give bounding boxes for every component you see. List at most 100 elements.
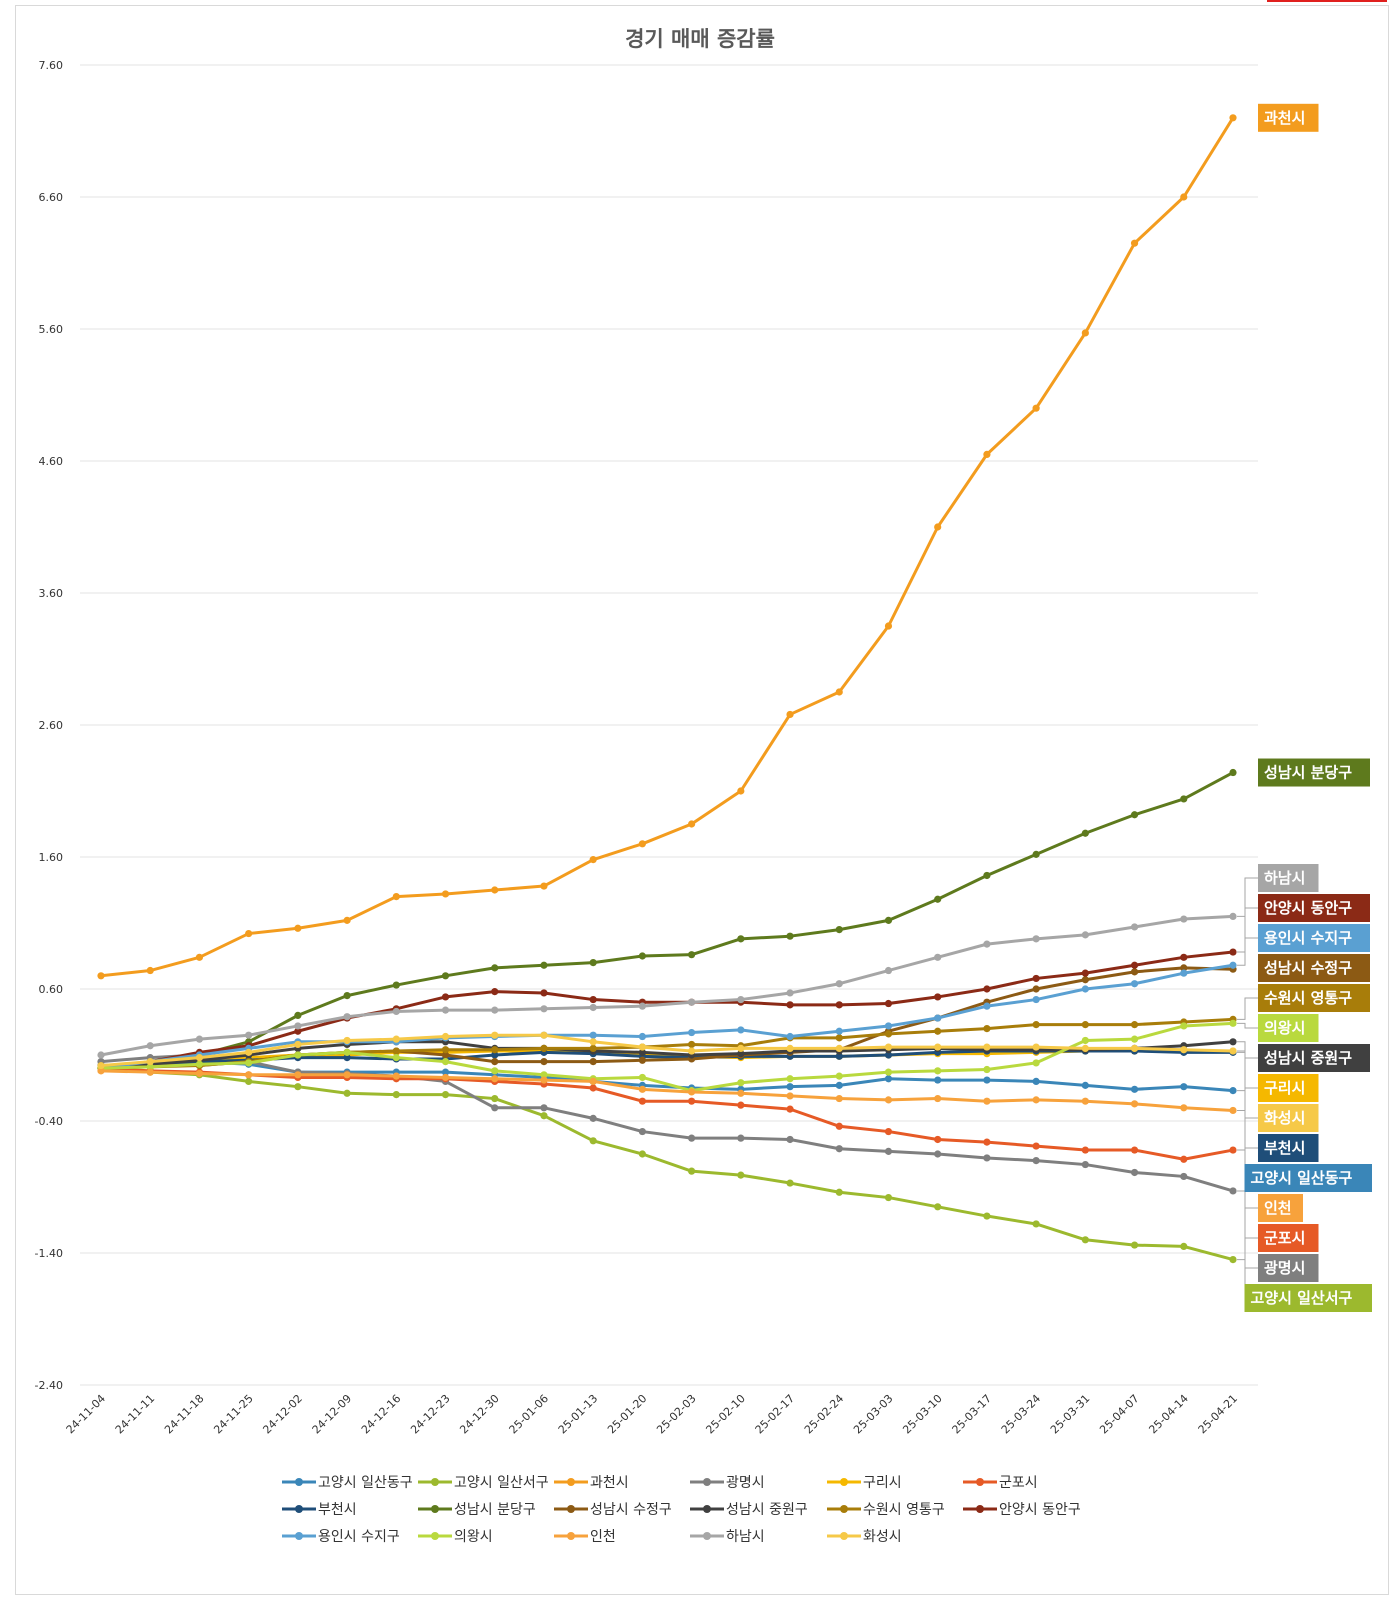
end-label: 인천 <box>1258 1194 1303 1222</box>
legend-swatch-point <box>431 1478 439 1486</box>
legend-label: 수원시 영통구 <box>863 1502 945 1518</box>
data-point <box>294 1071 302 1079</box>
data-point <box>884 1043 893 1051</box>
data-point <box>786 1105 794 1113</box>
end-label-box <box>1258 954 1370 982</box>
data-point <box>195 1060 204 1068</box>
data-point <box>294 1022 302 1030</box>
end-label-text: 광명시 <box>1264 1259 1305 1277</box>
data-point <box>491 886 499 894</box>
data-point <box>884 622 893 630</box>
y-tick-label: 5.60 <box>39 323 64 336</box>
legend-item: 화성시 <box>827 1529 902 1545</box>
label-leader <box>1237 1041 1258 1059</box>
data-point <box>884 1127 893 1136</box>
legend-item: 성남시 수정구 <box>554 1502 672 1518</box>
data-point <box>1229 1047 1237 1055</box>
data-point <box>884 1096 893 1104</box>
data-point <box>688 1088 696 1096</box>
data-point <box>638 1097 646 1105</box>
data-point <box>884 966 893 975</box>
y-tick-label: -0.40 <box>35 1115 63 1128</box>
legend-swatch-point <box>431 1505 439 1513</box>
data-point <box>491 1006 499 1014</box>
series <box>97 961 1237 1072</box>
data-point <box>835 1052 843 1060</box>
data-point <box>1180 1172 1188 1181</box>
y-axis-ticks: 7.60 6.60 5.60 4.60 3.60 2.60 1.60 0.60 -0.40 -1.… <box>35 59 63 1392</box>
data-point <box>343 1048 351 1056</box>
x-tick-label: 25-01-13 <box>556 1392 601 1437</box>
x-tick-label: 25-02-03 <box>654 1392 699 1437</box>
data-point <box>195 953 204 961</box>
data-point <box>589 1044 597 1052</box>
data-point <box>97 1061 105 1070</box>
data-point <box>195 1069 204 1078</box>
data-point <box>441 1006 450 1014</box>
data-point <box>688 820 696 828</box>
end-label-box <box>1258 1194 1303 1222</box>
data-point <box>540 989 548 997</box>
data-point <box>688 1167 696 1175</box>
x-tick-label: 25-01-20 <box>605 1392 650 1437</box>
data-point <box>835 1081 843 1089</box>
data-point <box>392 1054 400 1062</box>
legend-item: 용인시 수지구 <box>282 1529 400 1545</box>
data-point <box>1081 976 1089 984</box>
label-leaders <box>1237 877 1258 1299</box>
data-point <box>1130 980 1139 988</box>
end-label-text: 성남시 중원구 <box>1264 1049 1352 1067</box>
data-point <box>934 1067 942 1075</box>
data-point <box>1032 985 1040 993</box>
data-point <box>589 1003 597 1012</box>
x-tick-label: 25-01-06 <box>507 1392 552 1437</box>
series-line <box>100 1066 1234 1262</box>
legend-swatch-point <box>976 1505 984 1513</box>
series <box>97 768 1237 1072</box>
data-point <box>884 1051 893 1059</box>
data-point <box>934 523 942 531</box>
data-point <box>688 1047 696 1055</box>
data-point <box>1130 968 1139 976</box>
data-point <box>884 1193 893 1202</box>
data-point <box>1229 1256 1237 1264</box>
legend-swatch-point <box>703 1532 711 1540</box>
data-point <box>1180 1104 1188 1112</box>
end-label-box <box>1258 1134 1319 1162</box>
series-line <box>100 1066 1234 1161</box>
data-point <box>983 1097 991 1105</box>
data-point <box>1032 974 1040 983</box>
data-point <box>884 1147 893 1155</box>
data-point <box>1180 953 1188 961</box>
end-label-text: 안양시 동안구 <box>1264 899 1352 917</box>
data-point <box>638 1032 646 1041</box>
data-point <box>688 951 696 959</box>
data-point <box>343 1054 351 1062</box>
data-point <box>835 1044 843 1052</box>
end-label-box <box>1258 1254 1319 1282</box>
y-tick-label: 2.60 <box>39 719 64 732</box>
data-point <box>1229 1087 1237 1095</box>
series-line <box>100 1021 1234 1093</box>
legend-swatch-point <box>840 1505 848 1513</box>
legend-label: 화성시 <box>863 1529 902 1545</box>
end-label-text: 구리시 <box>1264 1079 1305 1097</box>
data-point <box>1229 1019 1237 1027</box>
end-label-text: 성남시 분당구 <box>1264 764 1352 782</box>
legend-swatch-point <box>295 1505 303 1513</box>
legend-label: 과천시 <box>590 1475 629 1491</box>
data-point <box>540 1031 548 1039</box>
data-point <box>934 1076 942 1084</box>
legend-label: 용인시 수지구 <box>318 1529 400 1545</box>
data-point <box>983 1212 991 1220</box>
end-label-text: 고양시 일산동구 <box>1251 1169 1353 1187</box>
data-point <box>934 1043 942 1051</box>
end-label-box <box>1258 758 1370 787</box>
data-point <box>1229 948 1237 956</box>
end-label-box <box>1258 864 1319 892</box>
data-point <box>835 688 843 696</box>
legend-item: 인천 <box>554 1529 616 1545</box>
legend-swatch-point <box>295 1478 303 1486</box>
x-tick-label: 25-03-24 <box>999 1392 1044 1437</box>
